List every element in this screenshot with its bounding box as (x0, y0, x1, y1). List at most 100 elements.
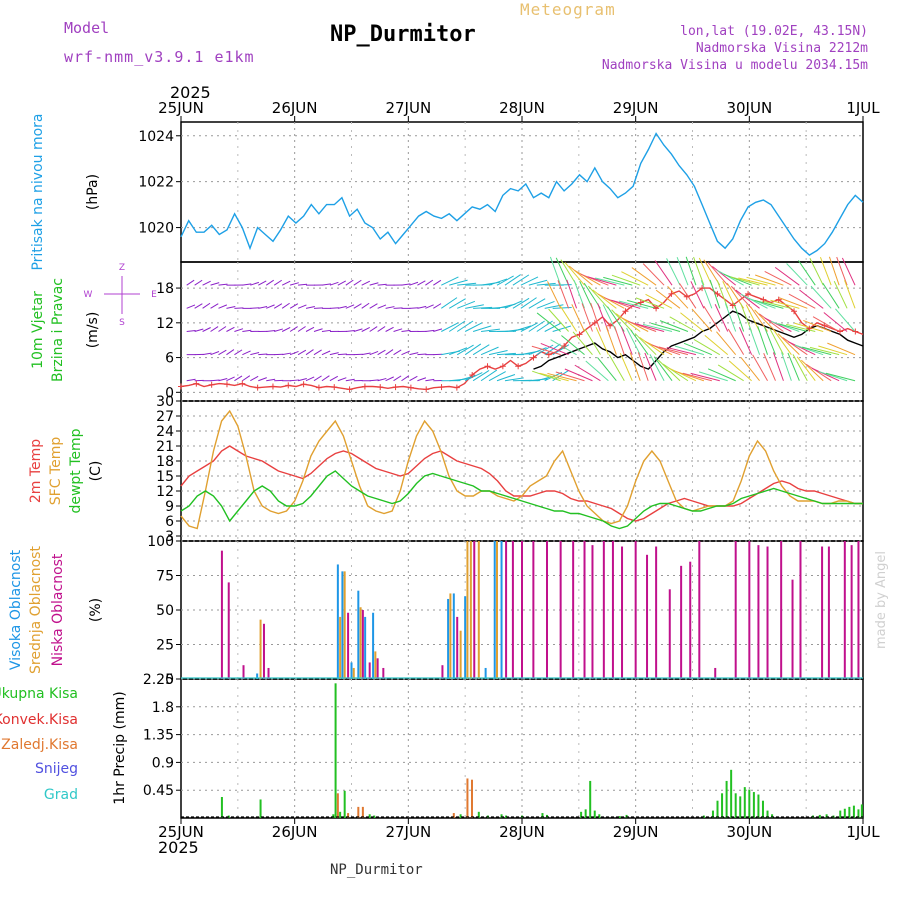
bar-cloud-7 (336, 564, 339, 679)
wind-arrow (274, 328, 283, 332)
wind-arrow (717, 270, 744, 286)
wind-arrow (313, 375, 322, 382)
y-tick-pressure-0: 1020 (138, 221, 174, 237)
year-label-bottom: 2025 (158, 838, 199, 857)
x-tick-top-4: 29JUN (613, 99, 659, 117)
wind-arrow (536, 300, 555, 309)
model-label: Model (64, 19, 110, 37)
series-line-temp-sfc (180, 409, 863, 530)
wind-magnitude-marker (622, 308, 629, 315)
wind-arrow (555, 371, 585, 382)
bar-precip-48 (825, 814, 828, 818)
bar-precip-16 (470, 779, 473, 818)
wind-arrow (723, 273, 752, 286)
wind-arrow (690, 372, 720, 382)
wind-magnitude-marker (193, 380, 200, 387)
wind-arrow (571, 304, 585, 332)
wind-arrow (716, 331, 737, 355)
wind-arrow (811, 367, 840, 382)
wind-arrow (614, 326, 625, 355)
wind-arrow (536, 282, 556, 286)
wind-arrow (258, 353, 268, 356)
wind-arrow (724, 303, 737, 332)
x-tick-bottom-0: 25JUN (158, 823, 204, 841)
wind-magnitude-marker (714, 290, 721, 297)
bar-cloud-27 (456, 616, 459, 679)
wind-arrow (796, 356, 816, 382)
wind-arrow (639, 336, 665, 356)
wind-arrow (782, 337, 808, 356)
wind-arrow (827, 342, 856, 356)
bar-cloud-15 (359, 607, 362, 679)
wind-magnitude-marker (208, 381, 215, 388)
wind-arrow (738, 327, 753, 355)
wind-arrow (218, 326, 227, 332)
bar-cloud-57 (714, 667, 717, 679)
wind-arrow (787, 352, 800, 381)
wind-arrow (385, 349, 394, 356)
wind-arrow (627, 299, 657, 309)
bar-cloud-22 (382, 667, 385, 679)
bar-precip-43 (761, 800, 764, 818)
wind-magnitude-marker (346, 386, 353, 393)
bar-cloud-35 (493, 541, 496, 679)
legend-precip-hail: Grad (44, 787, 78, 803)
wind-arrow (649, 354, 665, 381)
wind-arrow (680, 312, 705, 332)
wind-arrow (425, 329, 435, 332)
bar-cloud-13 (352, 667, 355, 679)
x-tick-bottom-5: 30JUN (726, 823, 772, 841)
wind-arrow (433, 279, 442, 286)
ylabel-wind-sub: Brzina i Pravac (50, 278, 66, 382)
wind-arrow (822, 282, 840, 309)
wind-arrow (281, 302, 290, 309)
wind-arrow (555, 257, 570, 286)
compass-west: W (84, 290, 93, 300)
bar-precip-50 (839, 810, 842, 818)
wind-arrow (202, 280, 211, 286)
bar-cloud-68 (850, 545, 853, 679)
wind-arrow (266, 329, 276, 332)
wind-arrow (377, 326, 386, 332)
wind-arrow (281, 327, 291, 332)
bar-cloud-28 (459, 630, 462, 679)
wind-arrow (385, 326, 394, 332)
bar-cloud-46 (591, 545, 594, 679)
wind-arrow (615, 313, 641, 332)
bar-precip-32 (711, 810, 714, 818)
wind-arrow (748, 326, 761, 355)
wind-magnitude-marker (269, 383, 276, 390)
wind-arrow (635, 323, 665, 332)
wind-arrow (587, 276, 617, 286)
y-tick-temp-8: 27 (156, 409, 174, 425)
wind-arrow (488, 349, 508, 356)
wind-arrow (828, 256, 840, 286)
bar-cloud-59 (748, 541, 751, 679)
wind-arrow (210, 351, 220, 356)
wind-arrow (465, 304, 484, 309)
wind-arrow (642, 263, 665, 286)
wind-arrow (619, 352, 633, 381)
wind-arrow (329, 352, 339, 356)
wind-arrow (433, 328, 443, 332)
bar-precip-45 (771, 814, 774, 818)
wind-magnitude-marker (837, 328, 844, 335)
wind-arrow (746, 276, 776, 286)
wind-arrow (754, 309, 776, 332)
wind-arrow (752, 354, 768, 381)
wind-magnitude-marker (223, 381, 230, 388)
bar-cloud-9 (341, 571, 344, 679)
wind-arrow (669, 316, 697, 332)
series-line-pressure-pressure (180, 132, 864, 256)
wind-arrow (818, 370, 848, 382)
wind-magnitude-marker (576, 331, 583, 338)
wind-magnitude-marker (729, 302, 736, 309)
wind-arrow (345, 378, 355, 382)
ylabel-mid-cloud: Srednja Oblacnost (28, 546, 44, 674)
wind-arrow (226, 305, 236, 309)
bar-cloud-31 (469, 541, 472, 679)
bar-cloud-54 (680, 565, 683, 679)
y-tick-cloud-4: 100 (147, 534, 174, 550)
wind-arrow (457, 282, 477, 286)
wind-arrow (597, 293, 625, 309)
